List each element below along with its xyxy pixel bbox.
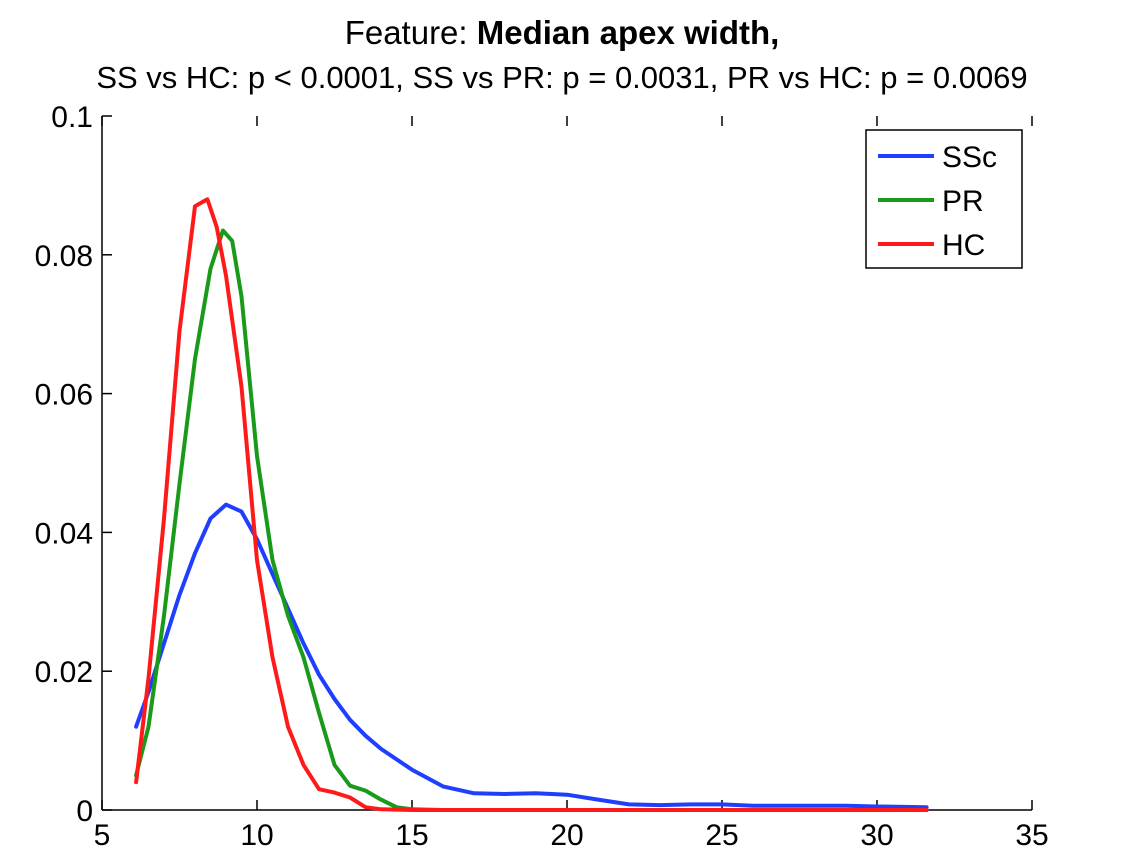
y-tick-label: 0.02 (35, 656, 93, 689)
chart-title-bold: Median apex width, (477, 14, 780, 51)
x-tick-label: 35 (1015, 819, 1048, 852)
y-tick-label: 0.06 (35, 379, 93, 412)
x-tick-label: 5 (94, 819, 111, 852)
legend-label-ssc: SSc (942, 141, 997, 174)
legend-label-hc: HC (942, 229, 985, 262)
y-tick-label: 0.1 (51, 101, 93, 134)
chart-title-prefix: Feature: (345, 14, 477, 51)
chart-subtitle: SS vs HC: p < 0.0001, SS vs PR: p = 0.00… (96, 60, 1027, 95)
y-tick-label: 0 (76, 795, 93, 828)
series-line-ssc (134, 502, 929, 810)
legend: SSc PR HC (865, 129, 1023, 269)
x-tick-label: 15 (395, 819, 428, 852)
x-tick-label: 20 (550, 819, 583, 852)
y-tick-label: 0.04 (35, 517, 93, 550)
legend-label-pr: PR (942, 185, 984, 218)
legend-items: SSc PR HC (878, 141, 997, 262)
x-ticks: 5 10 15 20 25 30 35 (94, 116, 1049, 852)
y-ticks: 0 0.02 0.04 0.06 0.08 0.1 (35, 101, 112, 828)
x-tick-label: 10 (240, 819, 273, 852)
x-tick-label: 25 (705, 819, 738, 852)
x-tick-label: 30 (860, 819, 893, 852)
series-line-hc (134, 197, 929, 812)
y-tick-label: 0.08 (35, 240, 93, 273)
chart-title: Feature: Median apex width, (345, 14, 780, 51)
series-lines (134, 197, 929, 812)
